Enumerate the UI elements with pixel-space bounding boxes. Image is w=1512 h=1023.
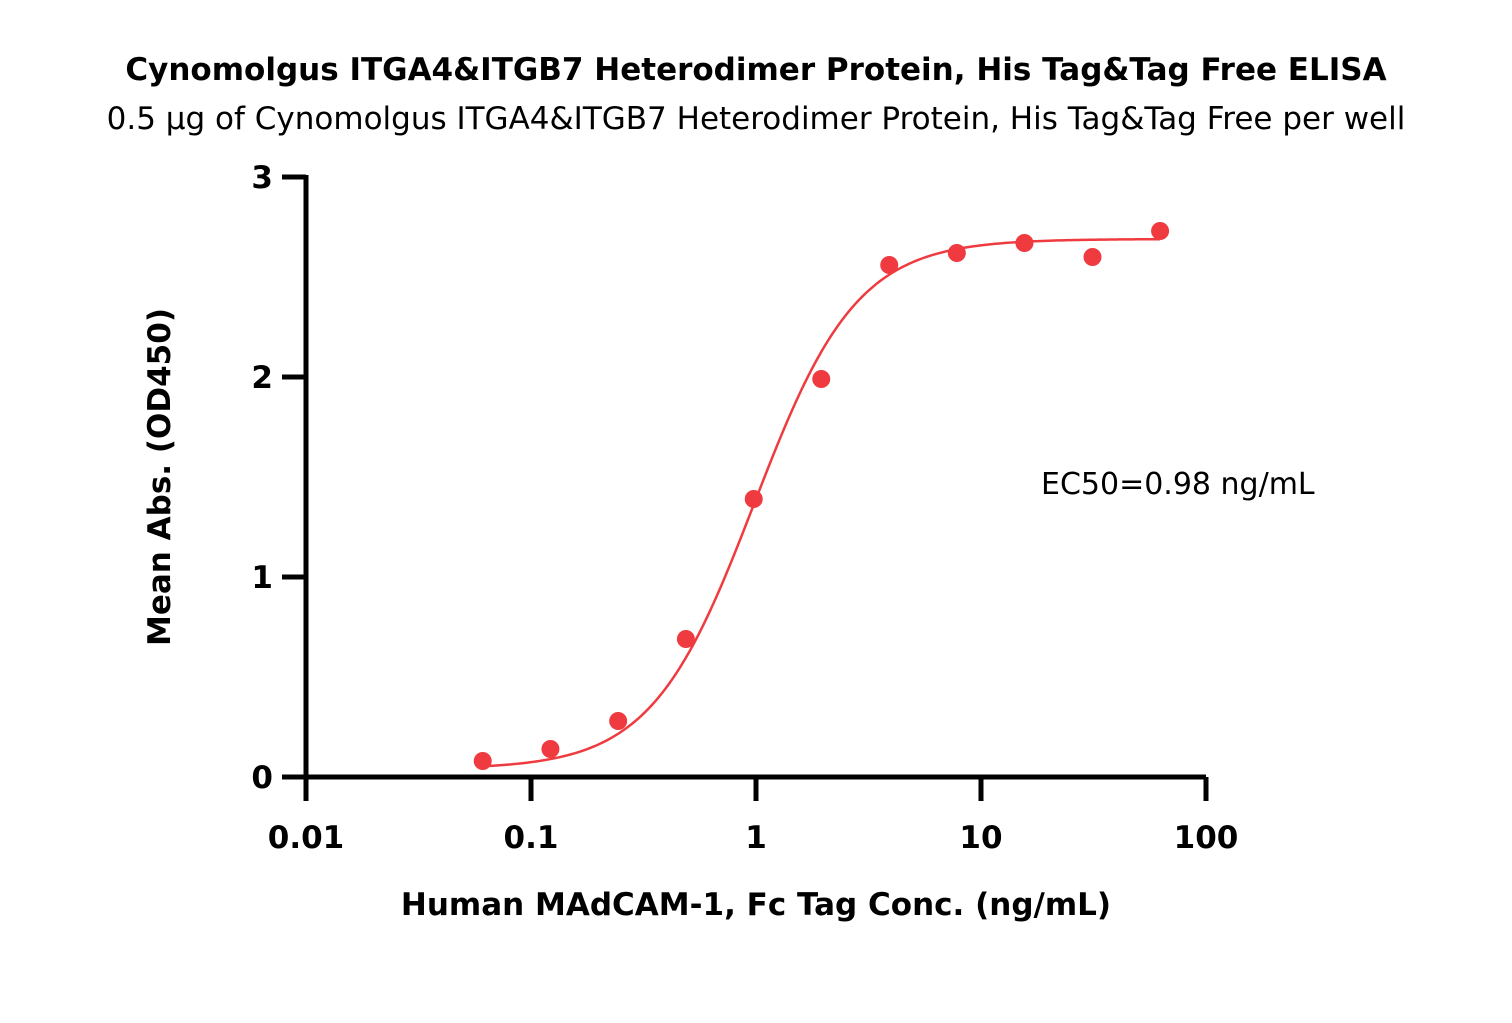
x-tick-label: 1 <box>745 820 767 856</box>
chart-title: Cynomolgus ITGA4&ITGB7 Heterodimer Prote… <box>125 52 1386 88</box>
y-tick-label: 3 <box>251 160 273 196</box>
ec50-annotation: EC50=0.98 ng/mL <box>1041 467 1315 502</box>
y-tick-label: 1 <box>251 560 273 596</box>
x-tick-label: 10 <box>959 820 1002 856</box>
data-point <box>812 370 831 388</box>
x-tick-label: 0.01 <box>268 820 345 856</box>
data-point <box>609 712 628 730</box>
fit-curve <box>482 237 1161 768</box>
data-point <box>744 490 763 508</box>
chart-subtitle: 0.5 µg of Cynomolgus ITGA4&ITGB7 Heterod… <box>107 101 1406 137</box>
x-tick-label: 0.1 <box>504 820 559 856</box>
data-point <box>1151 222 1170 240</box>
axes: 0.01 0.1 1 10 100 0 1 2 3 <box>251 160 1238 856</box>
x-tick-label: 100 <box>1174 820 1239 856</box>
data-point <box>1083 248 1102 266</box>
data-point <box>473 752 492 770</box>
data-point <box>676 630 695 648</box>
fit-curve-group <box>482 237 1161 768</box>
data-point <box>880 256 899 274</box>
data-points <box>473 222 1170 770</box>
x-axis-label: Human MAdCAM-1, Fc Tag Conc. (ng/mL) <box>401 887 1111 923</box>
data-point <box>1015 234 1034 252</box>
y-tick-label: 2 <box>251 360 273 396</box>
data-point <box>541 740 560 758</box>
data-point <box>947 244 966 262</box>
y-axis-label: Mean Abs. (OD450) <box>142 308 178 646</box>
y-tick-label: 0 <box>251 760 273 796</box>
